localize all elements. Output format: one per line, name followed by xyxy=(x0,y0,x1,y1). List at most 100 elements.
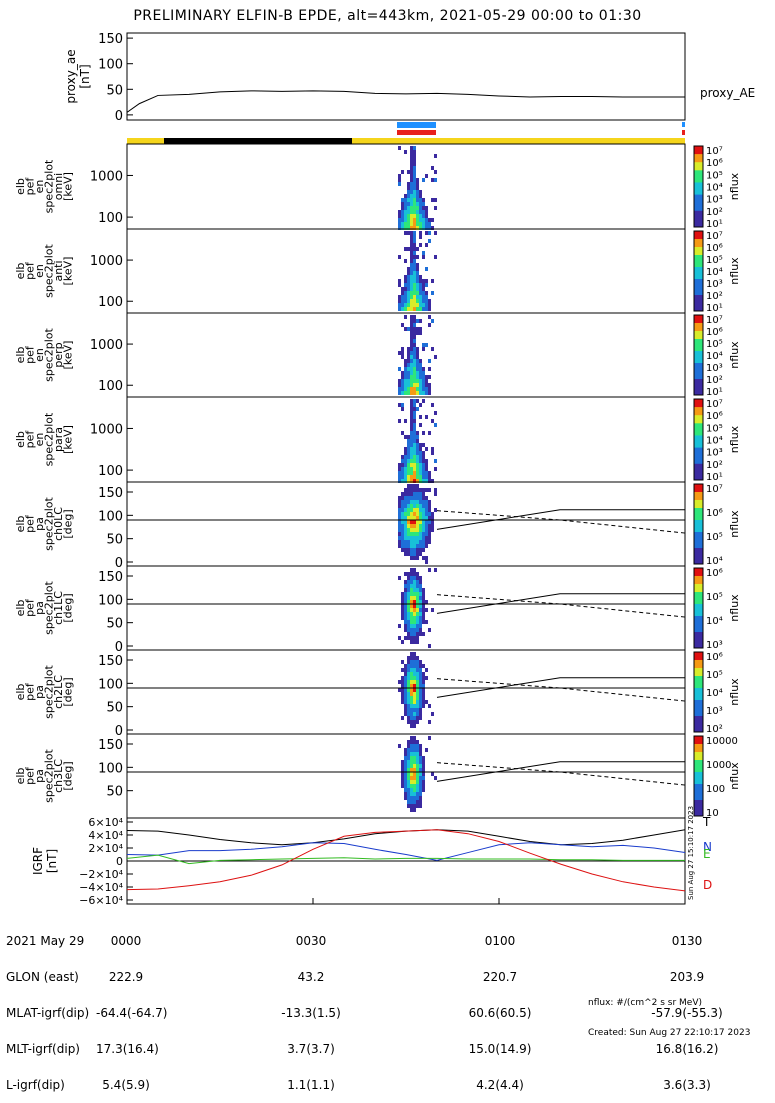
spec_anti-colorbar-step xyxy=(694,243,703,246)
spec_perp-colorbar-step xyxy=(694,315,703,318)
spec_perp-cell xyxy=(434,355,437,359)
spec_omni-tick-label: 100 xyxy=(98,211,123,226)
spec_perp-colorbar-step xyxy=(694,393,703,396)
spec_perp-cell xyxy=(413,343,416,347)
spec_anti-cell xyxy=(419,283,422,287)
pa_ch2-cell xyxy=(407,720,410,724)
spec_para-cell xyxy=(410,431,413,435)
mlt-0100: 15.0(14.9) xyxy=(468,1042,532,1056)
pa_ch1-cell xyxy=(410,620,413,624)
pa_ch2-cell xyxy=(416,720,419,724)
pa_ch3-cell xyxy=(407,760,410,764)
spec_omni-colorbar-step xyxy=(694,162,703,165)
pa_ch2-cell xyxy=(419,688,422,692)
pa_ch1-ylabel: elb xyxy=(14,600,27,617)
pa_ch2-cell xyxy=(404,684,407,688)
spec_para-cell xyxy=(407,479,410,483)
spec_omni-cell xyxy=(413,210,416,214)
spec_perp-cell xyxy=(419,391,422,395)
pa_ch3-cell xyxy=(413,780,416,784)
pa_ch0-cell xyxy=(413,544,416,548)
spec_omni-colorbar-tick: 10² xyxy=(706,207,723,218)
spec_perp-colorbar-step xyxy=(694,351,703,354)
pa_ch1-colorbar-step xyxy=(694,568,703,571)
pa_ch3-cell xyxy=(419,768,422,772)
spec_anti-cell xyxy=(410,267,413,271)
spec_perp-cell xyxy=(416,347,419,351)
spec_para-colorbar-step xyxy=(694,435,703,438)
spec_para-cell xyxy=(428,479,431,483)
pa_ch2-colorbar-step xyxy=(694,712,703,715)
spec_omni-cell xyxy=(431,218,434,222)
pa_ch3-cell xyxy=(416,796,419,800)
spec_omni-colorbar-step xyxy=(694,214,703,218)
spec_perp-colorbar-step xyxy=(694,359,703,362)
spec_para-colorbar-step xyxy=(694,439,703,443)
spec_para-cell xyxy=(410,407,413,411)
spec_para-cell xyxy=(410,467,413,471)
spec_omni-cell xyxy=(410,214,413,218)
pa_ch3-cell xyxy=(413,796,416,800)
spec_anti-colorbar-step xyxy=(694,267,703,270)
pa_ch0-cell xyxy=(407,544,410,548)
pa_ch0-colorbar-step xyxy=(694,496,703,499)
spec_omni-colorbar-step xyxy=(694,154,703,157)
pa_ch0-colorbar-step xyxy=(694,520,703,523)
spec_omni-cell xyxy=(413,166,416,170)
spec_perp-cell xyxy=(419,359,422,363)
panel-pa_ch2 xyxy=(126,649,704,735)
pa_ch1-cell xyxy=(416,576,419,580)
proxy-ae-ylabel: [nT] xyxy=(78,64,92,88)
pa_ch2-cell xyxy=(425,700,428,704)
l-0130: 3.6(3.3) xyxy=(663,1078,711,1092)
pa_ch3-cell xyxy=(419,784,422,788)
pa_ch3-cell xyxy=(401,780,404,784)
igrf-tick-label: 6×10⁴ xyxy=(88,816,123,829)
pa_ch3-cell xyxy=(404,764,407,768)
pa_ch0-colorbar-tick: 10⁴ xyxy=(706,556,723,567)
pa_ch1-cell xyxy=(416,624,419,628)
pa_ch0-cell xyxy=(410,548,413,552)
spec_perp-cell xyxy=(422,383,425,387)
pa_ch3-ylabel: pef xyxy=(24,766,37,785)
spec_perp-cell xyxy=(422,379,425,383)
spec_perp-cell xyxy=(419,367,422,371)
spec_perp-cell xyxy=(422,347,425,351)
pa_ch3-colorbar-step xyxy=(694,748,703,751)
pa_ch3-colorbar-step xyxy=(694,792,703,795)
spec_omni-cell xyxy=(398,146,401,150)
spec_omni-cell xyxy=(419,202,422,206)
pa_ch0-cell xyxy=(416,524,419,528)
spec_omni-cell xyxy=(419,218,422,222)
spec_para-colorbar-step xyxy=(694,411,703,414)
tick-0130: 0130 xyxy=(671,934,703,948)
pa_ch1-colorbar-step xyxy=(694,610,703,613)
science-zone-bar-red xyxy=(397,130,436,135)
pa_ch1-cell xyxy=(413,616,416,620)
pa_ch1-cell xyxy=(422,612,425,616)
spec_anti-cell xyxy=(398,279,401,283)
spec_anti-cell xyxy=(422,287,425,291)
pa_ch3-cell xyxy=(413,800,416,804)
spec_para-cell xyxy=(413,427,416,431)
pa_ch3-cell xyxy=(419,744,422,748)
pa_ch0-cell xyxy=(407,552,410,556)
pa_ch0-cell xyxy=(401,500,404,504)
pa_ch2-cell xyxy=(413,696,416,700)
spec_anti-cell xyxy=(434,255,437,259)
spec_para-cell xyxy=(416,459,419,463)
spec_perp-colorbar-step xyxy=(694,387,703,390)
pa_ch0-cell xyxy=(428,532,431,536)
pa_ch0-cell xyxy=(407,524,410,528)
pa_ch2-cell xyxy=(410,668,413,672)
spec_perp-colorbar-step xyxy=(694,327,703,330)
pa_ch1-colorbar-step xyxy=(694,594,703,597)
pa_ch0-cell xyxy=(425,524,428,528)
pa_ch0-cell xyxy=(428,540,431,544)
spec_anti-cell xyxy=(428,303,431,307)
pa_ch1-cell xyxy=(404,616,407,620)
spec_perp-cell xyxy=(428,359,431,363)
pa_ch1-cell xyxy=(407,612,410,616)
pa_ch3-tick-label: 150 xyxy=(98,738,123,753)
spec_omni-colorbar-step xyxy=(694,164,703,167)
